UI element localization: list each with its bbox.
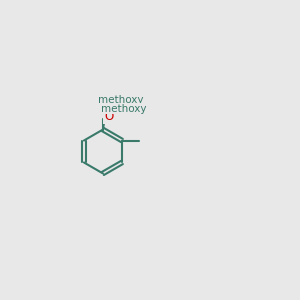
Text: O: O bbox=[100, 103, 110, 116]
Text: O: O bbox=[104, 110, 113, 123]
Text: methoxy: methoxy bbox=[98, 94, 143, 104]
Text: methoxy: methoxy bbox=[101, 104, 146, 114]
